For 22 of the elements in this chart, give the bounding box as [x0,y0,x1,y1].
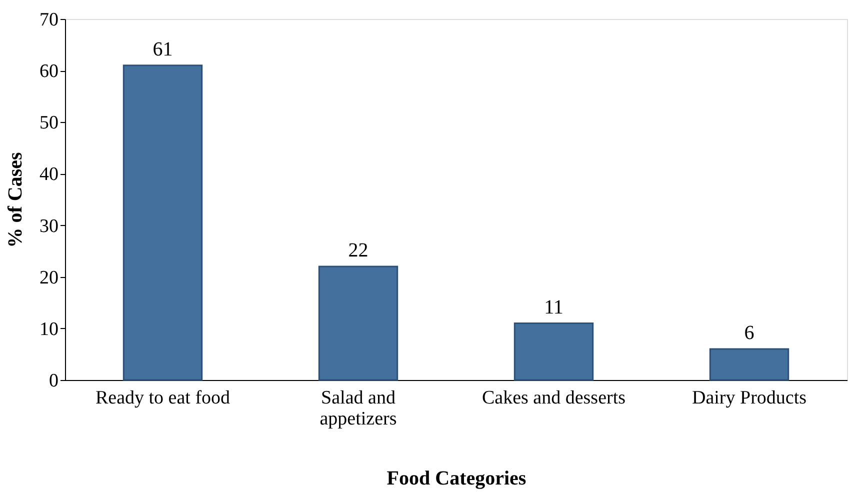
data-label: 22 [348,240,368,262]
x-tick-label: Ready to eat food [95,388,231,408]
data-label: 6 [744,322,754,344]
y-tick-label: 50 [40,112,58,134]
x-tick-label: Cakes and desserts [482,388,626,408]
y-tick-label: 40 [40,164,58,186]
y-tick-label: 0 [49,370,58,392]
data-label: 11 [544,296,564,318]
bar [318,266,398,381]
y-tick-label: 60 [40,61,58,82]
bar [514,322,594,381]
y-tick-label: 20 [40,267,58,288]
y-axis-title: % of Cases [4,152,26,248]
y-tick-label: 10 [40,318,58,340]
y-tick-label: 30 [40,216,58,237]
bar [122,64,203,381]
x-axis-title: Food Categories [386,468,526,490]
y-tick-label: 70 [40,10,58,30]
data-label: 61 [152,38,173,60]
x-tick-label: Dairy Products [692,388,807,408]
x-tick-label: Salad and appetizers [320,388,397,430]
bar [709,348,790,381]
